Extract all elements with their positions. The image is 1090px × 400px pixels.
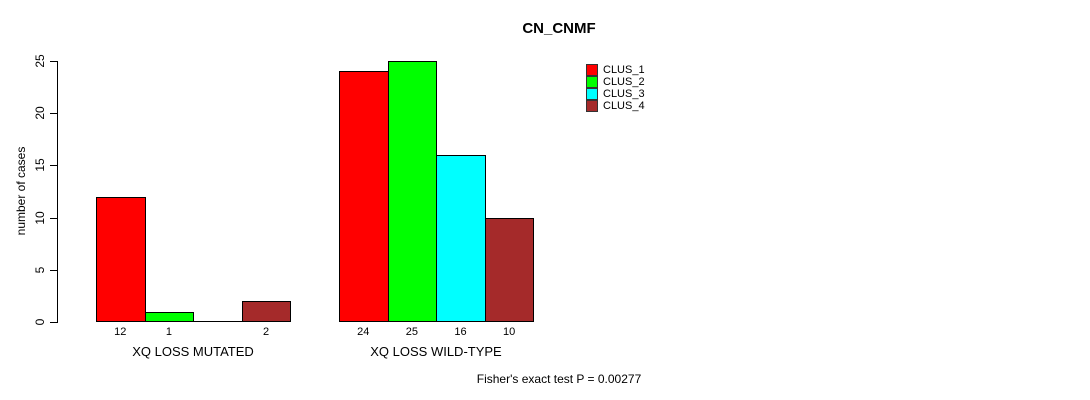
y-axis-tick <box>50 165 58 166</box>
y-axis-tick <box>50 113 58 114</box>
bar-clus_3-group2 <box>436 155 486 322</box>
y-axis-tick <box>50 61 58 62</box>
x-category-label-wild-type: XQ LOSS WILD-TYPE <box>370 344 502 359</box>
bar-clus_1-group1 <box>96 197 146 322</box>
y-axis-tick <box>50 322 58 323</box>
y-axis-line <box>57 61 58 323</box>
legend-label: CLUS_2 <box>603 76 645 88</box>
bar-value-label: 24 <box>357 326 370 338</box>
bar-value-label: 25 <box>405 326 419 338</box>
legend-swatch <box>586 88 598 100</box>
fisher-test-caption: Fisher's exact test P = 0.00277 <box>476 372 642 386</box>
bar-value-label: 1 <box>165 326 172 338</box>
legend-label: CLUS_1 <box>603 64 645 76</box>
bar-value-label: 10 <box>502 326 516 338</box>
y-tick-label: 5 <box>33 266 47 274</box>
bar-zero-clus_3-group1 <box>193 321 243 322</box>
y-axis-tick <box>50 270 58 271</box>
y-axis-tick <box>50 218 58 219</box>
legend-item-clus_3: CLUS_3 <box>586 88 645 100</box>
legend-item-clus_4: CLUS_4 <box>586 100 645 112</box>
legend-swatch <box>586 64 598 76</box>
legend-swatch <box>586 76 598 88</box>
legend-swatch <box>586 100 598 112</box>
bar-value-label: 2 <box>263 326 270 338</box>
legend-label: CLUS_4 <box>603 100 645 112</box>
bar-clus_1-group2 <box>339 71 389 322</box>
y-tick-label: 25 <box>33 54 47 68</box>
bar-clus_2-group1 <box>145 312 194 322</box>
bar-clus_2-group2 <box>388 61 437 322</box>
legend-label: CLUS_3 <box>603 88 645 100</box>
legend: CLUS_1 CLUS_2 CLUS_3 CLUS_4 <box>586 64 645 112</box>
bar-value-label: 12 <box>114 326 127 338</box>
chart-title: CN_CNMF <box>522 20 596 37</box>
y-tick-label: 10 <box>33 211 47 225</box>
bar-clus_4-group2 <box>485 218 534 322</box>
y-tick-label: 0 <box>33 318 47 326</box>
y-tick-label: 15 <box>33 158 47 172</box>
legend-item-clus_2: CLUS_2 <box>586 76 645 88</box>
bar-value-label: 16 <box>454 326 467 338</box>
y-tick-label: 20 <box>33 106 47 120</box>
x-category-label-mutated: XQ LOSS MUTATED <box>132 344 254 359</box>
bar-clus_4-group1 <box>242 301 291 322</box>
legend-item-clus_1: CLUS_1 <box>586 64 645 76</box>
y-axis-title: number of cases <box>14 146 28 236</box>
